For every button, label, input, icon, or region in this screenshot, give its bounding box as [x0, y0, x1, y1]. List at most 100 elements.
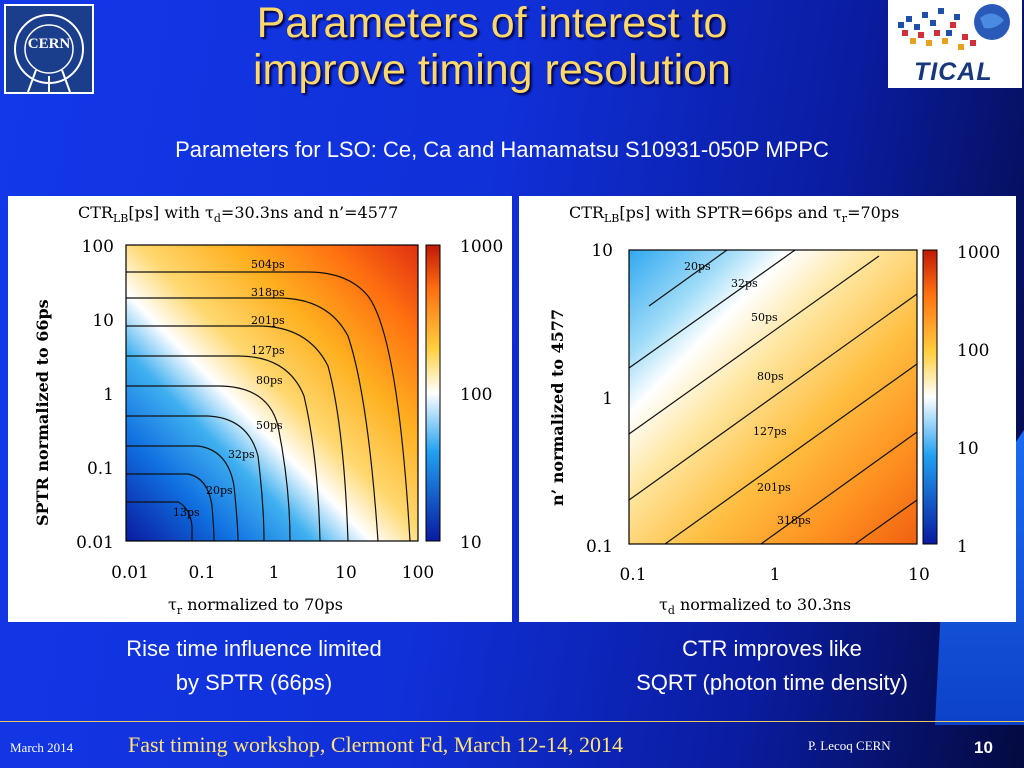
y-tick-label: 100 [82, 237, 114, 257]
right-x-axis-label: τd normalized to 30.3ns [659, 595, 851, 617]
left-contour-labels: 504ps 318ps 201ps 127ps 80ps 50ps 32ps 2… [173, 258, 285, 519]
x-tick-label: 0.1 [619, 565, 646, 585]
right-plot-frame [628, 249, 918, 545]
left-contour-line [126, 415, 265, 542]
right-contour-line [628, 293, 918, 501]
x-tick-label: 0.01 [111, 563, 149, 583]
footer-author: P. Lecoq CERN [808, 738, 891, 753]
left-x-axis-label: τr normalized to 70ps [168, 595, 343, 617]
x-tick-label: 0.1 [188, 563, 215, 583]
right-caption: CTR improves like SQRT (photon time dens… [572, 632, 972, 700]
left-colorbar-ticks: 1000 100 10 [460, 237, 503, 553]
contour-label: 80ps [757, 370, 784, 383]
contour-label: 50ps [256, 419, 283, 432]
y-tick-label: 10 [591, 241, 613, 261]
contour-label: 32ps [731, 277, 758, 290]
contour-label: 318ps [251, 286, 285, 299]
left-plot-panel: CTRLB[ps] with τd=30.3ns and n’=4577 504… [8, 196, 512, 622]
cern-logo: CERN [4, 4, 94, 94]
cern-logo-text: CERN [27, 36, 71, 52]
x-tick-label: 1 [269, 563, 280, 583]
contour-label: 20ps [684, 260, 711, 273]
contour-label: 20ps [206, 484, 233, 497]
contour-label: 201ps [251, 314, 285, 327]
contour-label: 201ps [757, 481, 791, 494]
left-contour-line [126, 297, 379, 542]
slide-title-line1: Parameters of interest to [256, 0, 728, 47]
footer-page-number: 10 [974, 738, 993, 757]
colorbar-tick-label: 1 [957, 537, 968, 557]
footer-event: Fast timing workshop, Clermont Fd, March… [128, 732, 623, 757]
colorbar-tick-label: 1000 [957, 243, 1000, 263]
right-contour-labels: 20ps 32ps 50ps 80ps 127ps 201ps 318ps [684, 260, 811, 527]
slide-subtitle: Parameters for LSO: Ce, Ca and Hamamatsu… [175, 137, 829, 162]
left-contour-line [126, 473, 215, 542]
x-tick-label: 10 [908, 565, 930, 585]
contour-label: 32ps [228, 448, 255, 461]
colorbar-tick-label: 10 [957, 439, 979, 459]
contour-label: 504ps [251, 258, 285, 271]
right-contour-line [628, 255, 880, 435]
colorbar-tick-label: 10 [460, 533, 482, 553]
right-contour-line [854, 499, 918, 545]
left-colorbar [425, 244, 441, 542]
slide-title-line2: improve timing resolution [253, 46, 731, 94]
y-tick-label: 0.1 [586, 537, 613, 557]
right-caption-line1: CTR improves like [682, 636, 862, 661]
right-contour-line [628, 249, 796, 369]
slide-title: Parameters of interest to improve timing… [100, 0, 884, 94]
right-contour-line [648, 249, 728, 307]
left-contour-line [126, 325, 349, 542]
right-y-axis-label: n’ normalized to 4577 [548, 309, 567, 506]
footer-divider [0, 721, 1024, 722]
tical-logo: TICAL [888, 0, 1022, 88]
x-tick-label: 10 [335, 563, 357, 583]
colorbar-tick-label: 100 [957, 341, 989, 361]
right-contour-line [664, 363, 918, 545]
left-contour-line [126, 501, 193, 541]
tical-logo-mosaic [898, 4, 1010, 50]
left-contour-line [126, 385, 291, 542]
contour-label: 50ps [751, 311, 778, 324]
contour-label: 127ps [251, 344, 285, 357]
contour-label: 318ps [777, 514, 811, 527]
left-plot-frame [125, 244, 419, 542]
left-plot-title: CTRLB[ps] with τd=30.3ns and n’=4577 [78, 203, 398, 225]
y-tick-label: 1 [602, 389, 613, 409]
left-plot: CTRLB[ps] with τd=30.3ns and n’=4577 504… [33, 203, 503, 617]
y-tick-label: 0.1 [87, 459, 114, 479]
left-contour-line [126, 355, 321, 542]
contour-label: 127ps [753, 425, 787, 438]
y-tick-label: 1 [103, 385, 114, 405]
left-caption: Rise time influence limited by SPTR (66p… [54, 632, 454, 700]
contour-label: 80ps [256, 374, 283, 387]
left-y-ticks: 100 10 1 0.1 0.01 [76, 237, 114, 553]
right-contour-line [760, 431, 918, 545]
left-caption-line2: by SPTR (66ps) [175, 670, 333, 695]
left-x-ticks: 0.01 0.1 1 10 100 [111, 563, 434, 583]
x-tick-label: 1 [770, 565, 781, 585]
left-contours [126, 271, 411, 542]
right-contours [628, 249, 918, 545]
right-caption-line2: SQRT (photon time density) [636, 670, 908, 695]
contour-label: 13ps [173, 506, 200, 519]
left-y-axis-label: SPTR normalized to 66ps [33, 299, 52, 526]
right-x-ticks: 0.1 1 10 [619, 565, 929, 585]
colorbar-tick-label: 100 [460, 385, 492, 405]
x-tick-label: 100 [402, 563, 434, 583]
right-colorbar-ticks: 1000 100 10 1 [957, 243, 1000, 557]
right-colorbar [922, 249, 938, 545]
colorbar-tick-label: 1000 [460, 237, 503, 257]
right-y-ticks: 10 1 0.1 [586, 241, 613, 557]
right-plot-panel: CTRLB[ps] with SPTR=66ps and τr=70ps 20p… [519, 196, 1016, 622]
left-caption-line1: Rise time influence limited [126, 636, 382, 661]
footer-date: March 2014 [10, 740, 74, 755]
cern-logo-rings [14, 14, 84, 92]
left-heatmap [126, 245, 418, 541]
left-contour-line [126, 445, 239, 542]
y-tick-label: 10 [92, 311, 114, 331]
right-plot: CTRLB[ps] with SPTR=66ps and τr=70ps 20p… [548, 203, 1000, 617]
left-contour-line [126, 271, 411, 542]
right-plot-title: CTRLB[ps] with SPTR=66ps and τr=70ps [569, 203, 899, 225]
y-tick-label: 0.01 [76, 533, 114, 553]
